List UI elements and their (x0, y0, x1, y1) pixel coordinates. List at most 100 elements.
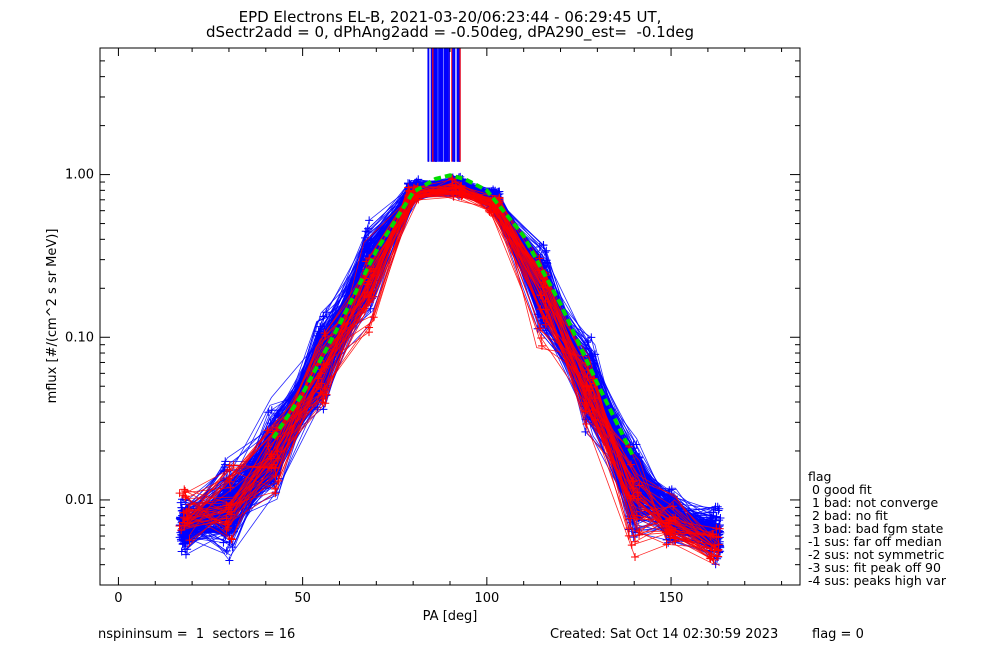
y-axis-label: mflux [#/(cm^2 s sr MeV)] (45, 229, 60, 404)
data-point-marker (451, 177, 460, 186)
data-point-marker (322, 390, 331, 399)
data-point-marker (589, 374, 598, 383)
data-point-marker (177, 547, 186, 556)
fit-line (271, 173, 636, 460)
spin-sectors-info: nspininsum = 1 sectors = 16 (98, 627, 296, 642)
data-point-marker (369, 313, 378, 322)
data-point-marker (709, 555, 718, 564)
data-point-marker (484, 206, 493, 215)
created-timestamp: Created: Sat Oct 14 02:30:59 2023 (550, 627, 779, 642)
data-point-marker (314, 374, 323, 383)
red-curve (187, 184, 721, 555)
data-point-marker (542, 258, 551, 267)
data-point-marker (184, 519, 193, 528)
data-point-marker (185, 536, 194, 545)
curve-line (187, 184, 721, 555)
data-point-marker (671, 515, 680, 524)
data-point-marker (405, 187, 414, 196)
data-point-marker (181, 550, 190, 559)
data-point-marker (581, 427, 590, 436)
x-tick-label: 100 (474, 591, 499, 606)
legend-item: 2 bad: no fit (808, 508, 888, 523)
data-point-marker (664, 519, 673, 528)
data-point-marker (716, 542, 725, 551)
legend-item: -2 sus: not symmetric (808, 547, 945, 562)
data-point-marker (458, 187, 467, 196)
chart-subtitle: dSectr2add = 0, dPhAng2add = -0.50deg, d… (206, 23, 694, 41)
data-point-marker (365, 216, 374, 225)
data-point-marker (584, 336, 593, 345)
x-tick-label: 50 (294, 591, 311, 606)
data-point-marker (183, 514, 192, 523)
data-point-marker (662, 540, 671, 549)
data-point-marker (184, 505, 193, 514)
y-tick-label: 0.10 (65, 330, 94, 345)
x-tick-label: 0 (114, 591, 122, 606)
data-point-marker (224, 503, 233, 512)
data-point-marker (582, 382, 591, 391)
data-point-marker (705, 513, 714, 522)
red-curve (188, 185, 721, 553)
data-point-marker (588, 352, 597, 361)
data-point-marker (669, 502, 678, 511)
data-point-marker (712, 552, 721, 561)
data-point-marker (179, 508, 188, 517)
data-point-marker (539, 313, 548, 322)
data-point-marker (716, 513, 725, 522)
legend-item: -3 sus: fit peak off 90 (808, 560, 941, 575)
data-point-marker (631, 537, 640, 546)
data-point-marker (580, 398, 589, 407)
data-point-marker (539, 241, 548, 250)
data-point-marker (314, 382, 323, 391)
red-curve (182, 177, 714, 561)
data-point-marker (364, 328, 373, 337)
data-point-marker (227, 535, 236, 544)
data-point-marker (181, 493, 190, 502)
data-point-marker (266, 419, 275, 428)
data-point-marker (715, 504, 724, 513)
axes: 0 50 100 150 0.01 0.10 1.00 (65, 47, 800, 606)
legend-item: -4 sus: peaks high var (808, 573, 947, 588)
curve-line (181, 178, 717, 540)
data-point-marker (175, 489, 184, 498)
data-point-marker (541, 320, 550, 329)
red-curve (183, 187, 718, 564)
data-point-marker (670, 534, 679, 543)
y-tick-label: 1.00 (65, 168, 94, 183)
data-point-marker (715, 524, 724, 533)
data-point-marker (265, 450, 274, 459)
data-point-marker (228, 543, 237, 552)
legend-title: flag (808, 469, 832, 484)
data-point-marker (712, 516, 721, 525)
x-axis-label: PA [deg] (423, 609, 478, 624)
data-point-marker (178, 518, 187, 527)
data-point-marker (180, 485, 189, 494)
red-curve (182, 187, 716, 535)
legend-item: 1 bad: not converge (808, 495, 939, 510)
data-point-marker (177, 526, 186, 535)
data-point-marker (227, 534, 236, 543)
legend-item: -1 sus: far off median (808, 534, 942, 549)
peak-spike (427, 48, 461, 162)
data-point-marker (176, 498, 185, 507)
data-point-marker (320, 363, 329, 372)
data-point-marker (536, 291, 545, 300)
data-point-marker (264, 408, 273, 417)
data-point-marker (226, 483, 235, 492)
legend-item: 3 bad: bad fgm state (808, 521, 944, 536)
flag-value: flag = 0 (812, 627, 864, 642)
y-tick-label: 0.01 (65, 493, 94, 508)
median-fit-curve (271, 173, 636, 460)
data-point-marker (264, 442, 273, 451)
data-point-marker (486, 204, 495, 213)
data-point-marker (712, 524, 721, 533)
data-point-marker (633, 488, 642, 497)
data-point-marker (537, 334, 546, 343)
data-point-marker (175, 522, 184, 531)
data-point-marker (360, 291, 369, 300)
legend-item: 0 good fit (808, 482, 872, 497)
curve-line (182, 187, 716, 535)
data-point-marker (707, 544, 716, 553)
